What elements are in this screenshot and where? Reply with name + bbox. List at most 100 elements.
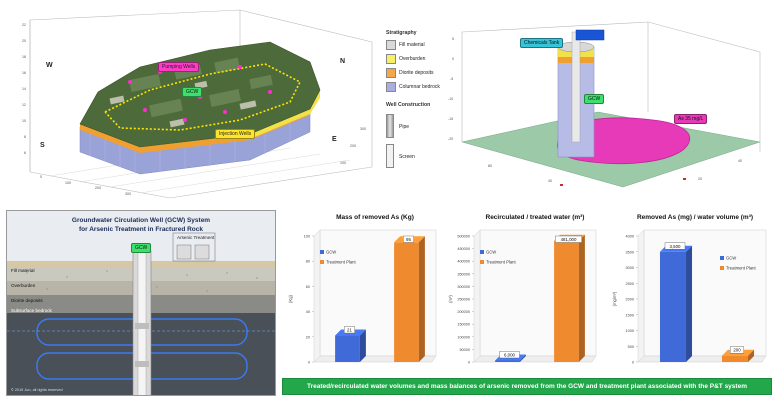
svg-text:200: 200 xyxy=(95,186,101,190)
data-label: 95 xyxy=(406,237,411,242)
bar-treatment-plant xyxy=(554,240,579,362)
gcw-tag-plume: GCW xyxy=(584,94,605,104)
svg-text:300: 300 xyxy=(360,127,366,131)
chart-side-wall xyxy=(313,229,321,363)
chart1-title: Mass of removed As (Kg) xyxy=(336,214,414,221)
y-tick-label: 1500 xyxy=(626,313,634,317)
gcw-plume-3d: 5 0 -5 -10 -15 -20 80 40 20 40 xyxy=(448,21,761,188)
svg-text:-15: -15 xyxy=(448,117,453,121)
stratigraphy-title: Stratigraphy xyxy=(386,30,417,36)
bar-side xyxy=(578,234,585,362)
schematic-layer-bedrock: Subsurface bedrock xyxy=(11,308,52,313)
injection-wells-tag: Injection Wells xyxy=(215,129,256,139)
treatment-tag-schematic: Arsenic Treatment xyxy=(177,235,215,240)
y-tick-label: 100 xyxy=(304,235,310,239)
y-tick-label: 400000 xyxy=(457,260,470,264)
gcw-schematic-panel: Groundwater Circulation Well (GCW) Syste… xyxy=(6,210,276,396)
schematic-title-line1: Groundwater Circulation Well (GCW) Syste… xyxy=(71,217,211,224)
legend-label: GCW xyxy=(726,256,736,261)
compass-west: W xyxy=(46,62,53,69)
y-axis-label: (m³) xyxy=(448,295,453,303)
plume-concentration-tag: As 35 mg/L xyxy=(674,114,708,124)
data-label: 481,000 xyxy=(561,237,577,242)
data-label: 21 xyxy=(347,328,352,333)
svg-text:-5: -5 xyxy=(450,77,453,81)
compass-east: E xyxy=(332,136,337,143)
data-label-box xyxy=(664,242,686,250)
strata-swatch-bedrock xyxy=(386,82,396,92)
chart-side-wall xyxy=(473,229,481,363)
chart-side-wall xyxy=(637,229,645,363)
svg-text:-20: -20 xyxy=(448,137,453,141)
y-tick-label: 1000 xyxy=(626,329,634,333)
well-construction-title: Well Construction xyxy=(386,102,431,108)
y-tick-label: 50000 xyxy=(459,348,470,352)
svg-text:16: 16 xyxy=(22,71,26,75)
y-tick-label: 0 xyxy=(308,361,310,365)
y-tick-label: 200000 xyxy=(457,310,470,314)
y-tick-label: 3000 xyxy=(626,266,634,270)
well-label-screen: Screen xyxy=(399,154,415,160)
legend-swatch xyxy=(720,266,724,270)
legend-label: GCW xyxy=(326,250,336,255)
svg-text:40: 40 xyxy=(738,159,742,163)
y-tick-label: 40 xyxy=(306,310,310,314)
y-tick-label: 3500 xyxy=(626,250,634,254)
svg-text:100: 100 xyxy=(65,181,71,185)
well-label-pipe: Pipe xyxy=(399,124,410,130)
data-label-box xyxy=(344,326,355,334)
bar-side xyxy=(418,236,425,362)
bar-side xyxy=(519,354,526,362)
y-tick-label: 500000 xyxy=(457,235,470,239)
y-tick-label: 100000 xyxy=(457,335,470,339)
data-label-box xyxy=(555,235,582,243)
well-swatch-pipe xyxy=(386,114,394,138)
y-tick-label: 0 xyxy=(632,361,634,365)
pumping-wells-tag: Pumping Wells xyxy=(158,62,200,72)
strata-swatch-fill xyxy=(386,40,396,50)
gcw-tag-schematic: GCW xyxy=(131,243,152,253)
schematic-layer-diorite: Diorite deposits xyxy=(11,298,43,303)
site-3d-model: 22 20 18 16 14 12 10 8 6 0 100 200 300 100 200 300 xyxy=(22,9,373,199)
stratigraphy-legend: Stratigraphy Fill material Overburden Di… xyxy=(386,30,446,190)
well-swatch-screen xyxy=(386,144,394,168)
y-tick-label: 250000 xyxy=(457,298,470,302)
schematic-layer-fill: Fill material xyxy=(11,268,35,273)
svg-text:22: 22 xyxy=(22,23,26,27)
y-tick-label: 450000 xyxy=(457,247,470,251)
strata-label-bedrock: Columnar bedrock xyxy=(399,84,440,90)
bar-side xyxy=(359,329,366,362)
y-tick-label: 300000 xyxy=(457,285,470,289)
bar-side xyxy=(686,245,693,362)
y-tick-label: 80 xyxy=(306,260,310,264)
svg-text:12: 12 xyxy=(22,103,26,107)
chart-removed-per-volume: 0 500 1000 1500 2000 2500 3000 3500 4000 (mg/m³) 3… xyxy=(612,229,767,365)
svg-text:20: 20 xyxy=(698,177,702,181)
bottom-caption: Treated/recirculated water volumes and m… xyxy=(282,378,772,395)
svg-text:80: 80 xyxy=(488,164,492,168)
y-tick-label: 2000 xyxy=(626,298,634,302)
svg-text:5: 5 xyxy=(452,37,454,41)
y-tick-label: 0 xyxy=(468,361,470,365)
y-tick-label: 350000 xyxy=(457,272,470,276)
bar-gcw xyxy=(659,251,687,362)
svg-text:300: 300 xyxy=(125,192,131,196)
compass-south: S xyxy=(40,142,45,149)
strata-swatch-diorite xyxy=(386,68,396,78)
data-label: 3,500 xyxy=(670,244,682,249)
strata-label-fill: Fill material xyxy=(399,42,425,48)
y-tick-label: 500 xyxy=(628,345,634,349)
y-axis-label: (Kg) xyxy=(288,294,293,303)
chart3-title: Removed As (mg) / water volume (m³) xyxy=(636,214,754,221)
bar-gcw xyxy=(495,360,520,362)
svg-text:200: 200 xyxy=(350,144,356,148)
data-label: 200 xyxy=(733,348,741,353)
data-label-box xyxy=(729,346,744,354)
bar-side xyxy=(748,349,755,362)
gcw-tag-site: GCW xyxy=(182,87,203,97)
bar-gcw xyxy=(335,335,360,362)
bar-treatment-plant xyxy=(394,242,419,362)
legend-label: Treatment Plant xyxy=(486,260,516,265)
legend-swatch xyxy=(320,260,324,264)
svg-text:14: 14 xyxy=(22,87,26,91)
